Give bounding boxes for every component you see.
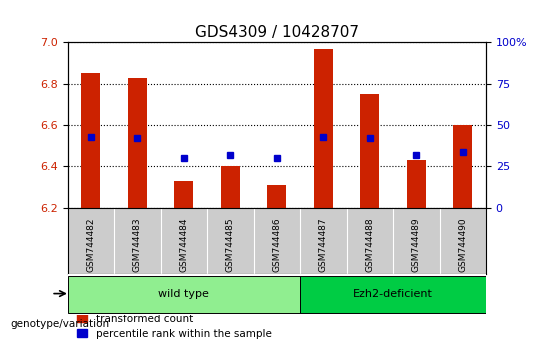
Text: GSM744484: GSM744484 [179, 218, 188, 272]
Text: GSM744487: GSM744487 [319, 218, 328, 272]
Text: GSM744482: GSM744482 [86, 218, 95, 272]
Bar [361, 94, 379, 208]
Text: GSM744489: GSM744489 [412, 218, 421, 272]
Text: GSM744483: GSM744483 [133, 218, 141, 272]
Text: wild type: wild type [158, 289, 209, 298]
Text: GSM744486: GSM744486 [272, 218, 281, 272]
FancyBboxPatch shape [68, 276, 300, 313]
Bar [314, 49, 333, 208]
Bar [174, 181, 193, 208]
Bar [221, 166, 240, 208]
Bar [454, 125, 472, 208]
Text: genotype/variation: genotype/variation [11, 319, 110, 329]
Title: GDS4309 / 10428707: GDS4309 / 10428707 [195, 25, 359, 40]
Text: Ezh2-deficient: Ezh2-deficient [353, 289, 433, 298]
Bar [407, 160, 426, 208]
Bar [82, 74, 100, 208]
Bar [267, 185, 286, 208]
Text: GSM744488: GSM744488 [365, 218, 374, 272]
Legend: transformed count, percentile rank within the sample: transformed count, percentile rank withi… [73, 309, 275, 343]
Bar [128, 78, 146, 208]
Text: GSM744490: GSM744490 [458, 218, 467, 272]
FancyBboxPatch shape [300, 276, 486, 313]
Text: GSM744485: GSM744485 [226, 218, 235, 272]
